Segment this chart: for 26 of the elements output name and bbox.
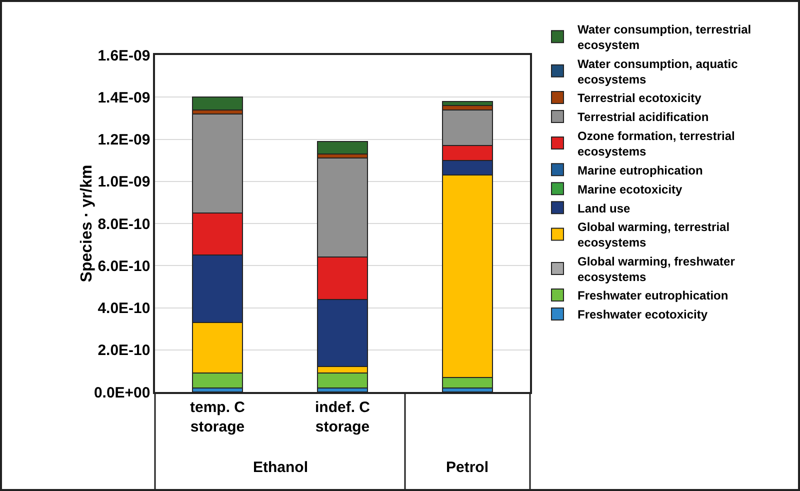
text: Ethanol [253, 459, 308, 476]
legend-label: Marine ecotoxicity [578, 182, 683, 196]
y-tick-label: 1.2E-09 [98, 132, 150, 148]
legend-label: Marine eutrophication [578, 163, 703, 178]
legend-label: Water consumption, terrestrial ecosystem [578, 22, 752, 52]
legend-label: Ozone formation, terrestrial ecosystems [578, 128, 735, 159]
y-tick-label: 8.0E-10 [98, 216, 150, 233]
y-tick-label: 6.0E-10 [98, 258, 150, 275]
text: Petrol [446, 459, 489, 476]
y-tick-label: 1.6E-09 [98, 47, 150, 64]
y-tick-label: 1.0E-09 [98, 174, 150, 191]
legend-label: Freshwater ecotoxicity [578, 308, 708, 322]
y-tick-label: 0.0E+00 [94, 384, 150, 402]
y-tick-label: 2.0E-10 [98, 342, 150, 360]
x-tick-label: temp. C storage [190, 398, 246, 436]
legend-label: Global warming, terrestrial ecosystems [578, 220, 730, 250]
x-tick-label: indef. C storage [315, 398, 370, 436]
legend-label: Land use [578, 201, 630, 216]
legend-label: Terrestrial acidification [578, 110, 709, 124]
y-tick-label: 1.4E-09 [98, 89, 150, 106]
legend-label: Global warming, freshwater ecosystems [578, 254, 736, 284]
legend-label: Water consumption, aquatic ecosystems [578, 56, 738, 86]
legend-label: Freshwater eutrophication [578, 288, 728, 303]
y-tick-label: 4.0E-10 [98, 300, 150, 317]
legend-label: Terrestrial ecotoxicity [578, 91, 702, 106]
y-axis-title: Species · yr/km [78, 164, 96, 282]
